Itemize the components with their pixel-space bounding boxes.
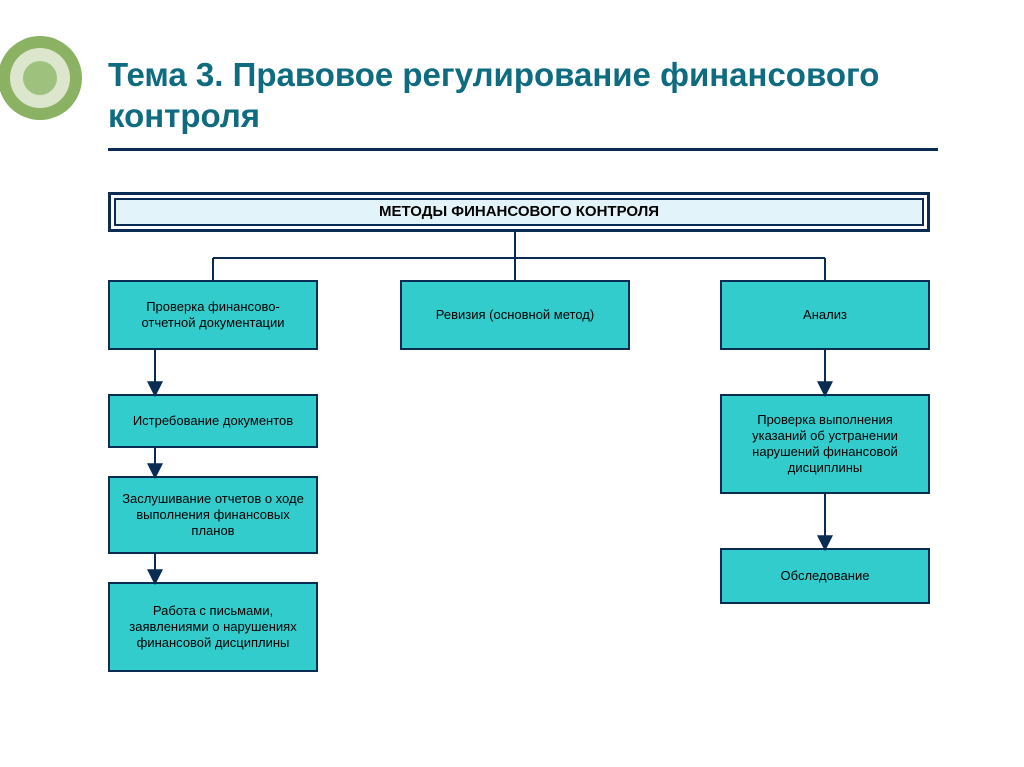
node-istrebovanie-dokumentov: Истребование документов [108, 394, 318, 448]
node-zaslyshivanie-otchetov: Заслушивание отчетов о ходе выполнения ф… [108, 476, 318, 554]
decor-circle-inner [23, 61, 57, 95]
slide-title: Тема 3. Правовое регулирование финансово… [108, 54, 928, 137]
node-reviziya: Ревизия (основной метод) [400, 280, 630, 350]
node-proverka-vypolneniya: Проверка выполнения указаний об устранен… [720, 394, 930, 494]
node-obsledovanie: Обследование [720, 548, 930, 604]
diagram-header: МЕТОДЫ ФИНАНСОВОГО КОНТРОЛЯ [108, 192, 930, 232]
node-analiz: Анализ [720, 280, 930, 350]
node-rabota-s-pismami: Работа с письмами, заявлениями о нарушен… [108, 582, 318, 672]
node-proverka-dokumentacii: Проверка финансово-отчетной документации [108, 280, 318, 350]
title-underline [108, 148, 938, 151]
